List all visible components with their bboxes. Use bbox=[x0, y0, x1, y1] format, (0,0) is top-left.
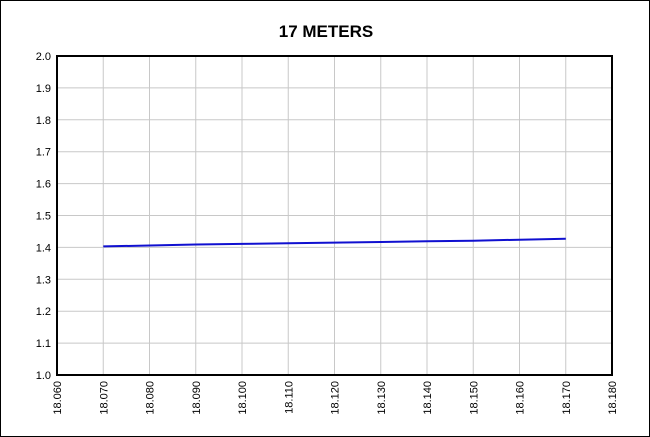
y-tick-label: 1.6 bbox=[36, 179, 51, 191]
y-tick-label: 1.2 bbox=[36, 306, 51, 318]
y-tick-label: 1.3 bbox=[36, 274, 51, 286]
x-axis-ticks: 18.060 18.070 18.080 18.090 18.100 18.110 18.1… bbox=[52, 381, 619, 415]
series-layer bbox=[103, 237, 566, 248]
x-tick-label: 18.100 bbox=[237, 381, 249, 415]
x-tick-label: 18.110 bbox=[283, 381, 295, 414]
x-tick-label: 18.080 bbox=[145, 381, 157, 415]
series-line bbox=[103, 237, 566, 248]
y-tick-label: 1.9 bbox=[36, 83, 51, 95]
y-tick-label: 1.8 bbox=[36, 115, 51, 127]
x-tick-label: 18.120 bbox=[330, 381, 342, 415]
x-tick-label: 18.140 bbox=[422, 381, 434, 415]
x-tick-label: 18.070 bbox=[98, 381, 110, 415]
x-tick-label: 18.180 bbox=[607, 381, 619, 415]
x-tick-label: 18.130 bbox=[376, 381, 388, 415]
grid bbox=[57, 56, 612, 375]
y-tick-label: 1.4 bbox=[36, 242, 51, 254]
x-tick-label: 18.160 bbox=[515, 381, 527, 415]
x-tick-label: 18.090 bbox=[191, 381, 203, 415]
y-tick-label: 1.0 bbox=[36, 370, 51, 382]
x-tick-label: 18.150 bbox=[468, 381, 480, 415]
plot-area bbox=[56, 55, 613, 376]
y-axis-ticks: 1.0 1.1 1.2 1.3 1.4 1.5 1.6 1.7 1.8 1.9 2.0 bbox=[36, 51, 51, 382]
x-tick-label: 18.170 bbox=[561, 381, 573, 415]
y-tick-label: 2.0 bbox=[36, 51, 51, 63]
y-tick-label: 1.5 bbox=[36, 211, 51, 223]
y-tick-label: 1.7 bbox=[36, 147, 51, 159]
y-tick-label: 1.1 bbox=[36, 338, 51, 350]
chart-title: 17 METERS bbox=[279, 22, 373, 41]
x-tick-label: 18.060 bbox=[52, 381, 64, 415]
